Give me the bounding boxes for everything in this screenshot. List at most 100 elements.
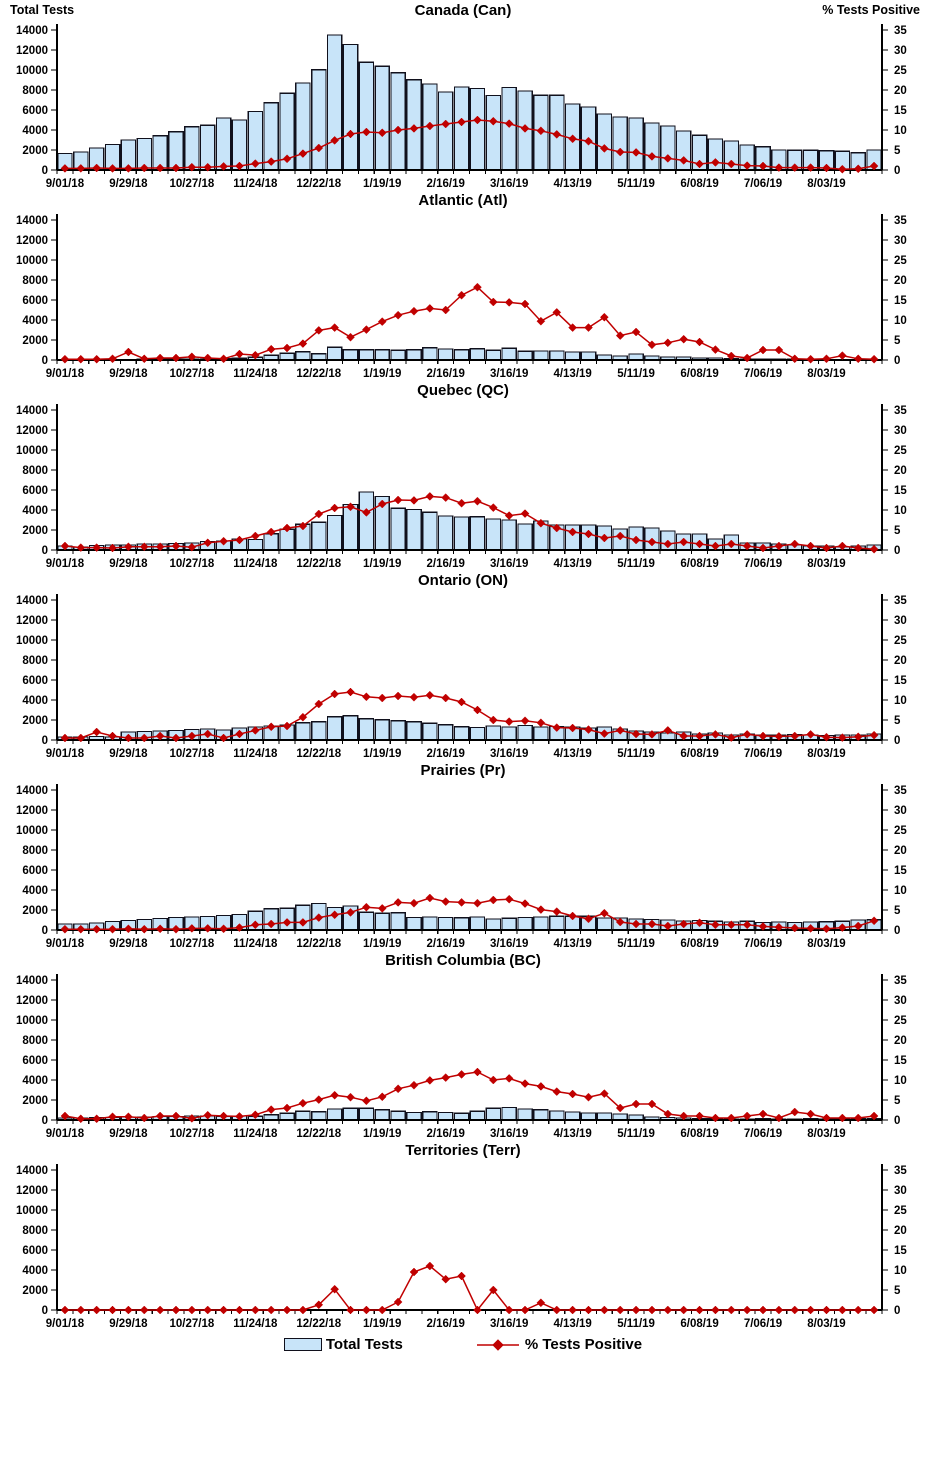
pct-positive-point [774,1305,784,1315]
legend-total-tests-item: Total Tests [283,1336,403,1353]
pct-positive-point [282,343,292,353]
pct-positive-point [203,162,213,172]
pct-positive-point [647,1305,657,1315]
pct-positive-point [774,732,784,741]
pct-positive-point [346,502,355,512]
pct-positive-point [631,919,641,929]
pct-positive-point [377,128,387,138]
x-axis-label: 7/06/19 [744,748,782,760]
left-axis-tick-label: 10000 [16,255,48,267]
pct-positive-point [203,1305,213,1315]
pct-positive-point [790,923,800,933]
pct-positive-point [837,1305,847,1315]
pct-positive-point [92,1114,102,1124]
pct-positive-point [266,722,276,732]
pct-positive-point [330,910,339,920]
pct-positive-point [473,115,482,125]
pct-positive-point [425,492,435,501]
pct-positive-swatch-icon [476,1338,519,1351]
pct-positive-point [425,121,435,131]
pct-positive-point [552,308,562,317]
pct-positive-point [837,1113,847,1123]
total-tests-bar [517,724,533,741]
pct-positive-point [457,290,466,300]
pct-positive-point [536,518,546,528]
pct-positive-point [711,158,720,167]
pct-positive-point [473,1067,482,1077]
pct-positive-point [219,1305,228,1315]
x-axis-label: 2/16/19 [427,558,465,570]
pct-positive-point [711,1113,720,1123]
pct-positive-point [155,924,165,934]
pct-positive-point [124,1112,133,1122]
pct-positive-point [171,924,181,934]
x-axis-label: 9/29/18 [109,938,148,950]
left-axis-tick-label: 0 [42,925,48,937]
pct-positive-point [695,337,704,347]
pct-positive-point [203,353,213,363]
left-axis-tick-label: 2000 [22,335,48,347]
x-axis-label: 4/13/19 [553,748,591,760]
total-tests-bar [374,1108,391,1121]
pct-positive-point [155,1111,165,1121]
left-axis-tick-label: 4000 [22,885,48,897]
pct-positive-point [504,894,514,904]
right-axis-tick-label: 15 [894,865,907,877]
right-axis-tick-label: 20 [894,655,907,667]
total-tests-bar [374,719,391,741]
pct-positive-point [250,1110,260,1120]
right-axis-tick-label: 0 [894,355,900,367]
total-tests-bar [453,917,470,931]
pct-positive-point [377,1092,387,1102]
pct-positive-point [488,715,498,725]
x-axis-label: 2/16/19 [427,368,465,380]
pct-positive-point [377,1305,387,1315]
pct-positive-point [298,1098,308,1108]
x-axis-label: 5/11/19 [617,1128,655,1140]
pct-positive-point [726,351,736,361]
total-tests-bar [310,69,327,171]
x-axis-label: 9/01/18 [46,938,85,950]
x-axis-label: 3/16/19 [490,558,528,570]
pct-positive-line [64,1071,875,1120]
pct-positive-point [92,543,102,552]
x-axis-label: 8/03/19 [807,938,845,950]
pct-positive-point [76,164,86,173]
left-axis-tick-label: 4000 [22,315,48,327]
x-axis-label: 10/27/18 [169,368,214,380]
total-tests-bar [533,350,549,361]
x-axis-label: 12/22/18 [296,178,341,190]
pct-positive-point [139,354,149,364]
total-tests-bar [422,916,438,931]
pct-positive-point [92,354,102,364]
pct-positive-point [822,543,831,553]
pct-positive-point [520,899,530,908]
pct-positive-point [504,119,514,128]
pct-positive-point [314,913,324,922]
x-axis-label: 3/16/19 [490,368,528,380]
total-tests-bar [326,716,343,741]
pct-positive-point [695,731,704,741]
pct-positive-point [679,1305,689,1315]
right-axis-tick-label: 10 [894,1075,907,1087]
pct-positive-point [837,351,847,360]
right-axis-tick-label: 35 [894,975,907,987]
total-tests-bar [596,113,613,171]
right-axis-tick-label: 30 [894,45,907,57]
pct-positive-point [726,1113,736,1123]
chart-section-ontario: Ontario (ON) 0 2000 4000 6000 8000 10000 12000… [0,572,926,762]
pct-positive-point [869,354,879,364]
total-tests-bar [279,352,295,361]
pct-positive-point [393,1297,403,1307]
pct-positive-point [282,721,292,731]
pct-positive-point [615,147,625,157]
pct-positive-point [124,733,133,743]
pct-positive-point [758,345,768,355]
total-tests-bar [596,1112,613,1121]
pct-positive-point [822,163,831,173]
total-tests-bar [437,916,454,931]
chart-section-territories: Territories (Terr) 0 2000 4000 6000 8000 1000… [0,1142,926,1332]
left-axis-tick-label: 6000 [22,865,48,877]
total-tests-bar [453,1112,470,1121]
left-axis-tick-label: 10000 [16,445,48,457]
